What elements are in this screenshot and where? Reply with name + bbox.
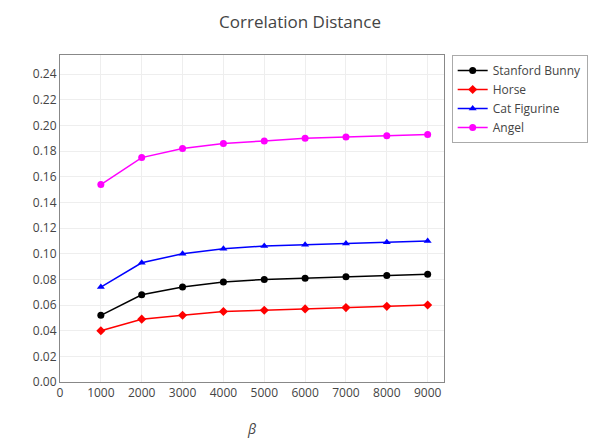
svg-text:0.22: 0.22 [33, 91, 57, 108]
svg-text:7000: 7000 [332, 384, 360, 401]
svg-text:1000: 1000 [87, 384, 115, 401]
svg-text:0.14: 0.14 [33, 194, 57, 211]
svg-text:0.06: 0.06 [33, 296, 57, 313]
svg-text:0.20: 0.20 [33, 117, 57, 134]
svg-text:Stanford Bunny: Stanford Bunny [493, 62, 581, 79]
svg-text:Angel: Angel [493, 119, 524, 136]
svg-text:0.00: 0.00 [33, 373, 57, 390]
svg-text:8000: 8000 [373, 384, 401, 401]
svg-text:0.08: 0.08 [33, 271, 57, 288]
svg-text:6000: 6000 [291, 384, 319, 401]
svg-text:0.18: 0.18 [33, 142, 57, 159]
svg-text:0.02: 0.02 [33, 348, 57, 365]
svg-text:Correlation Distance: Correlation Distance [219, 10, 381, 33]
svg-text:0.10: 0.10 [33, 245, 57, 262]
svg-text:Horse: Horse [493, 81, 527, 98]
svg-text:5000: 5000 [251, 384, 279, 401]
svg-text:0: 0 [57, 384, 64, 401]
svg-text:2000: 2000 [128, 384, 156, 401]
svg-text:3000: 3000 [169, 384, 197, 401]
svg-text:0.04: 0.04 [33, 322, 57, 339]
svg-text:9000: 9000 [414, 384, 442, 401]
svg-text:Cat Figurine: Cat Figurine [493, 100, 560, 117]
svg-text:β: β [247, 419, 256, 438]
svg-text:0.12: 0.12 [33, 219, 57, 236]
svg-text:0.24: 0.24 [33, 65, 57, 82]
svg-text:0.16: 0.16 [33, 168, 57, 185]
svg-text:4000: 4000 [210, 384, 238, 401]
